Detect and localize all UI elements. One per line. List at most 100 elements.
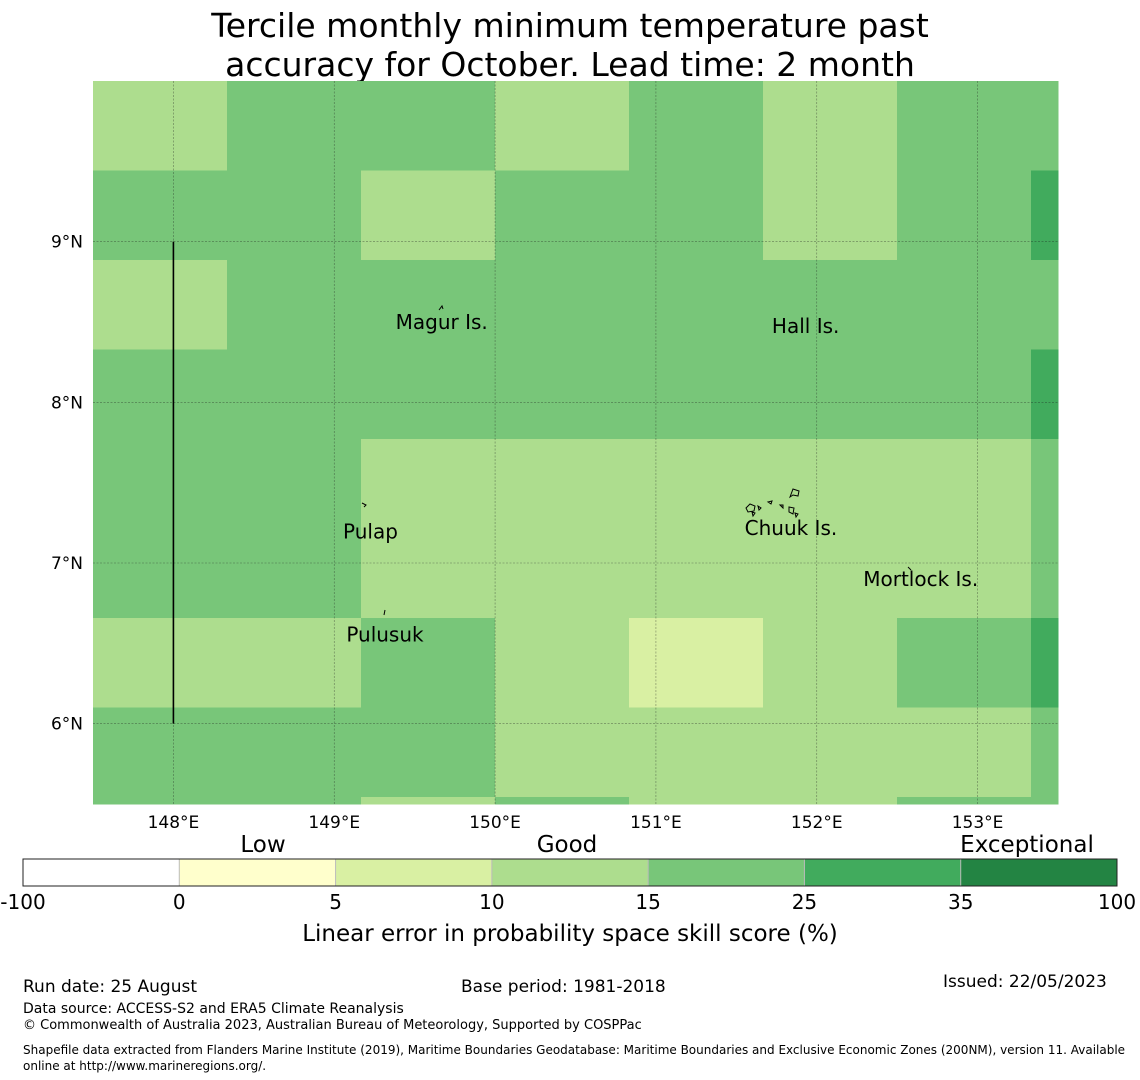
grid-cell (227, 618, 362, 708)
grid-cell (897, 81, 1032, 171)
grid-cell (227, 439, 362, 529)
grid-cell (629, 618, 764, 708)
grid-cell (763, 170, 898, 261)
island-outlines (361, 304, 912, 616)
skill-score-map: 148°E 149°E 150°E 151°E 152°E 153°E 9°N 8°N 7°N 6… (0, 81, 1136, 947)
colorbar-category-label: Good (537, 832, 598, 858)
grid-cell (361, 797, 496, 805)
lat-tick-label: 7°N (51, 554, 83, 574)
grid-cell (629, 170, 764, 261)
grid-cell (763, 797, 898, 805)
grid-cell (763, 349, 898, 440)
lat-tick-label: 6°N (51, 715, 83, 735)
colorbar-segment (804, 859, 961, 886)
grid-cell (897, 618, 1032, 708)
pulusuk-island-outline (383, 609, 386, 616)
run-date: Run date: 25 August (23, 977, 197, 997)
lon-tick-label: 152°E (791, 813, 843, 833)
place-label: Mortlock Is. (863, 567, 978, 591)
colorbar-segment (491, 859, 649, 886)
grid-cell (897, 349, 1032, 440)
grid-cell (763, 707, 898, 798)
colorbar-tick-label: -100 (0, 890, 45, 914)
grid-cell (93, 707, 228, 798)
grid-cell (93, 349, 228, 440)
colorbar-segment (179, 859, 336, 886)
copyright: © Commonwealth of Australia 2023, Austra… (23, 1018, 642, 1033)
data-source: Data source: ACCESS-S2 and ERA5 Climate … (23, 1001, 404, 1017)
grid-cell (93, 618, 228, 708)
colorbar-category-label: Exceptional (960, 832, 1094, 858)
grid-cell (495, 528, 630, 619)
shapefile-credit: Shapefile data extracted from Flanders M… (23, 1043, 1126, 1073)
lon-tick-label: 148°E (148, 813, 200, 833)
lon-tick-label: 153°E (952, 813, 1004, 833)
colorbar-tick-label: 15 (635, 890, 660, 914)
grid-cell (495, 439, 630, 529)
grid-cell (897, 707, 1032, 798)
grid-cell (763, 439, 898, 529)
colorbar-tick-label: 35 (948, 890, 973, 914)
grid-cell (361, 349, 496, 440)
grid-cell (361, 528, 496, 619)
mortlock-island-outline (907, 566, 912, 571)
grid-cell (629, 439, 764, 529)
grid-cell (93, 170, 228, 261)
grid-cell (1031, 260, 1059, 350)
grid-cell (897, 528, 1032, 619)
grid-cell (227, 528, 362, 619)
grid-cell (763, 81, 898, 171)
grid-cell (629, 528, 764, 619)
grid-cell (1031, 81, 1059, 171)
colorbar-segment (335, 859, 492, 886)
grid-cell (361, 439, 496, 529)
grid-cell (93, 260, 228, 350)
colorbar-segment (648, 859, 805, 886)
grid-cell (1031, 707, 1059, 798)
grid-cell (361, 618, 496, 708)
grid-cell (763, 260, 898, 350)
grid-cell (629, 797, 764, 805)
colorbar-segment (23, 859, 180, 886)
place-label: Hall Is. (772, 314, 839, 338)
colorbar-tick-label: 0 (173, 890, 186, 914)
grid-cell (227, 797, 362, 805)
grid-cell (361, 260, 496, 350)
place-label: Chuuk Is. (745, 516, 838, 540)
grid-cell (495, 618, 630, 708)
grid-cell (629, 260, 764, 350)
title-line-1: Tercile monthly minimum temperature past (211, 6, 929, 45)
grid-cell (93, 528, 228, 619)
grid-cell (227, 260, 362, 350)
grid-cell (897, 439, 1032, 529)
grid-cell (897, 260, 1032, 350)
grid-cell (629, 707, 764, 798)
grid-cell (1031, 349, 1059, 440)
grid-cell (495, 349, 630, 440)
colorbar-frame (22, 858, 1118, 887)
grid-cell (1031, 618, 1059, 708)
grid-cell (495, 707, 630, 798)
grid-cell (763, 618, 898, 708)
chuuk-island-outline (745, 488, 800, 519)
grid-cell (93, 81, 228, 171)
grid-cell (227, 170, 362, 261)
grid-cell (361, 170, 496, 261)
pulap-island-outline (361, 502, 367, 508)
grid-cell (361, 81, 496, 171)
grid-cell (227, 707, 362, 798)
colorbar-tick-label: 10 (479, 890, 504, 914)
lat-tick-label: 8°N (51, 393, 83, 413)
grid-cell (629, 81, 764, 171)
skill-grid (93, 81, 1059, 805)
grid-cell (93, 797, 228, 805)
lat-tick-label: 9°N (51, 233, 83, 253)
place-label: Pulusuk (346, 622, 424, 646)
grid-cell (93, 439, 228, 529)
colorbar: -100 0 5 10 15 25 35 100 Low Good Exceptional Linea… (0, 832, 1136, 947)
magur-island-outline (438, 304, 444, 311)
chart-title: Tercile monthly minimum temperature past… (0, 6, 1140, 84)
place-label: Pulap (343, 519, 398, 543)
grid-cell (1031, 528, 1059, 619)
colorbar-axis-label: Linear error in probability space skill … (302, 921, 838, 947)
